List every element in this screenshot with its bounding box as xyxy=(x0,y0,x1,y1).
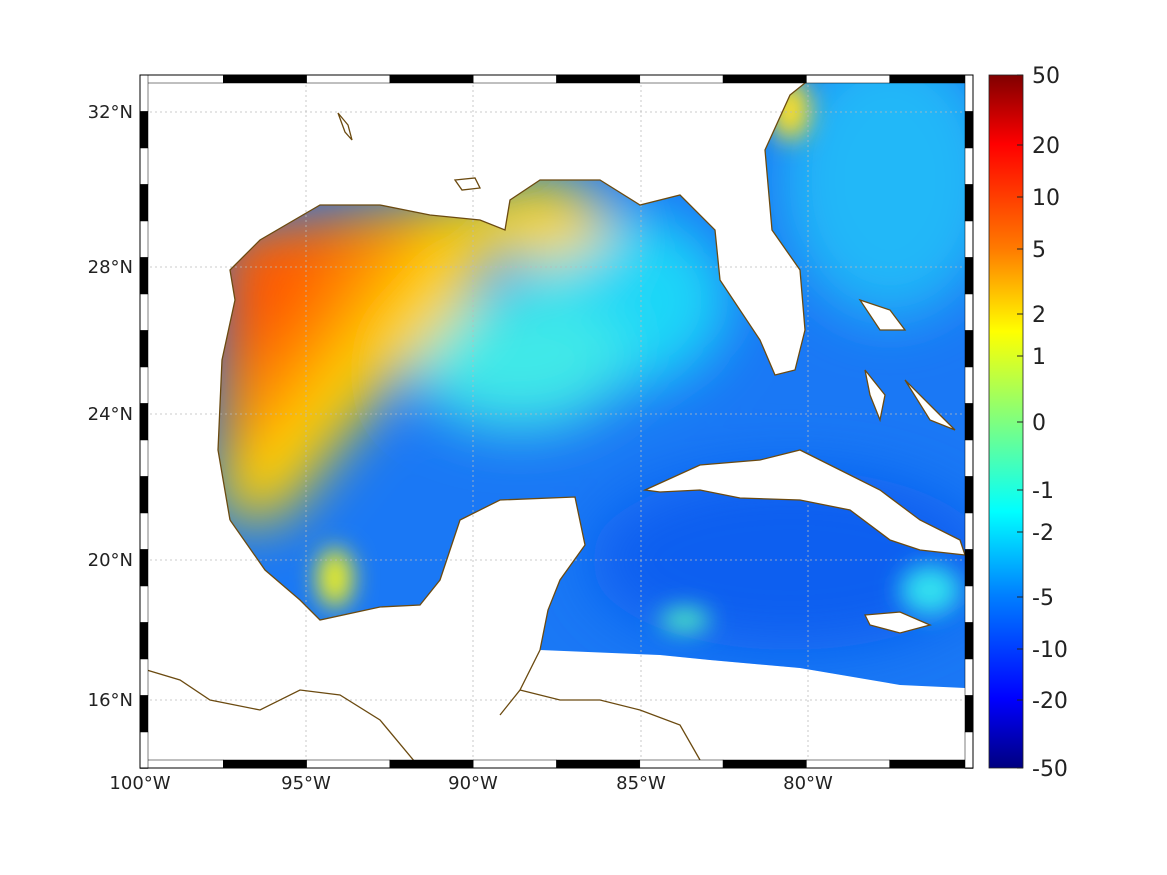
lon-label: 95°W xyxy=(281,773,331,794)
lon-label: 100°W xyxy=(109,773,170,794)
frame-segment xyxy=(964,439,974,477)
colorbar-tick-label: -5 xyxy=(1032,586,1054,611)
frame-segment xyxy=(389,759,474,769)
colorbar-tick-label: 20 xyxy=(1032,134,1060,159)
frame-segment xyxy=(139,439,149,477)
frame-segment xyxy=(964,366,974,404)
frame-segment xyxy=(472,74,557,84)
frame-segment xyxy=(964,111,974,149)
lake xyxy=(453,177,481,191)
lat-label: 20°N xyxy=(88,550,133,571)
frame-segment xyxy=(964,695,974,733)
frame-segment xyxy=(472,759,557,769)
frame-segment xyxy=(964,74,974,112)
frame-segment xyxy=(964,622,974,660)
frame-segment xyxy=(139,585,149,623)
frame-segment xyxy=(964,731,974,769)
sea-level-field xyxy=(218,75,965,688)
gulf-coastline xyxy=(217,74,816,521)
frame-segment xyxy=(639,759,724,769)
coastlines xyxy=(139,74,966,769)
frame-segment xyxy=(139,658,149,696)
frame-segment xyxy=(139,622,149,660)
frame-segment xyxy=(139,549,149,587)
frame-segment xyxy=(722,74,807,84)
frame-segment xyxy=(389,74,474,84)
jamaica xyxy=(863,611,932,634)
frame-segment xyxy=(139,293,149,331)
frame-segment xyxy=(139,74,149,112)
frame-segment xyxy=(139,403,149,441)
bahamas xyxy=(858,298,956,431)
colorbar-tick-label: 50 xyxy=(1032,64,1060,89)
frame-segment xyxy=(964,184,974,222)
frame-segment xyxy=(139,74,224,84)
colorbar-tick-label: -20 xyxy=(1032,689,1068,714)
frame-segment xyxy=(964,220,974,258)
frame-segment xyxy=(964,585,974,623)
frame-segment xyxy=(139,476,149,514)
frame-segment xyxy=(139,731,149,769)
frame-segment xyxy=(306,759,391,769)
colorbar-tick-label: 2 xyxy=(1032,303,1046,328)
lat-label: 32°N xyxy=(88,102,133,123)
frame-segment xyxy=(722,759,807,769)
lon-labels: 100°W 95°W 90°W 85°W 80°W xyxy=(109,773,833,794)
central-america-coastline xyxy=(519,689,701,761)
frame-segment xyxy=(139,759,224,769)
colorbar-tick-label: -50 xyxy=(1032,757,1068,782)
frame-segment xyxy=(964,512,974,550)
frame-segment xyxy=(889,74,974,84)
pacific-coastline xyxy=(139,667,421,769)
frame-segment xyxy=(964,257,974,295)
frame-segment xyxy=(964,658,974,696)
frame-segment xyxy=(139,111,149,149)
frame-segment xyxy=(223,74,307,84)
frame-segment xyxy=(139,366,149,404)
frame-segment xyxy=(964,293,974,331)
frame-segment xyxy=(964,476,974,514)
lat-label: 16°N xyxy=(88,690,133,711)
inland-lake xyxy=(337,112,353,141)
mexico-coastline xyxy=(229,496,586,716)
map-frame xyxy=(139,74,974,769)
frame-segment xyxy=(806,74,890,84)
lon-label: 85°W xyxy=(616,773,666,794)
colorbar-tick-label: -2 xyxy=(1032,521,1054,546)
frame-segment xyxy=(964,403,974,441)
frame-segment xyxy=(139,184,149,222)
frame-segment xyxy=(139,695,149,733)
frame-segment xyxy=(964,147,974,185)
colorbar-tick-label: -1 xyxy=(1032,479,1054,504)
lat-labels: 32°N 28°N 24°N 20°N 16°N xyxy=(88,102,133,711)
frame-segment xyxy=(139,220,149,258)
frame-segment xyxy=(556,759,641,769)
colorbar-tick-label: 1 xyxy=(1032,345,1046,370)
frame-segment xyxy=(964,549,974,587)
colorbar-tick-label: 5 xyxy=(1032,238,1046,263)
frame-segment xyxy=(139,147,149,185)
frame-segment xyxy=(223,759,307,769)
frame-segment xyxy=(556,74,641,84)
frame-segment xyxy=(139,330,149,368)
frame-segment xyxy=(889,759,974,769)
frame-segment xyxy=(806,759,890,769)
colorbar-tick-label: -10 xyxy=(1032,638,1068,663)
frame-segment xyxy=(139,257,149,295)
frame-segment xyxy=(639,74,724,84)
colorbar-tick-label: 10 xyxy=(1032,186,1060,211)
lon-label: 90°W xyxy=(448,773,498,794)
graticule xyxy=(140,75,973,768)
lat-label: 24°N xyxy=(88,404,133,425)
frame-segment xyxy=(306,74,391,84)
colorbar-tick-label: 0 xyxy=(1032,411,1046,436)
lat-label: 28°N xyxy=(88,257,133,278)
lon-label: 80°W xyxy=(783,773,833,794)
frame-segment xyxy=(964,330,974,368)
frame-segment xyxy=(139,512,149,550)
